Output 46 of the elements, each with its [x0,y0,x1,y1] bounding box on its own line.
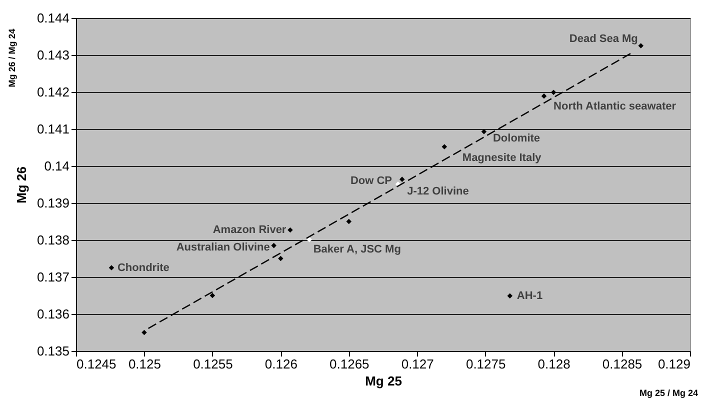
point [306,236,312,242]
point [550,90,556,96]
point [507,293,513,299]
x-tick-label: 0.1285 [602,356,642,372]
x-tick-label: 0.1255 [193,356,233,372]
y-tick-label: 0.139 [36,196,70,210]
y-tick-label: 0.141 [36,122,70,136]
x-tick-label: 0.127 [401,356,434,372]
y-tick-label: 0.143 [36,48,70,62]
x-tick-label: 0.1245 [76,356,116,372]
point [346,218,352,224]
y-axis-title: Mg 26 [14,166,29,204]
point [541,93,547,99]
annotation: North Atlantic seawater [554,100,677,112]
annotation: Magnesite Italy [462,152,542,164]
annotation: Dow CP [350,175,392,188]
point [210,292,216,298]
point [442,144,448,150]
y-tick-label: 0.136 [36,306,70,322]
x-tick-label: 0.128 [538,356,570,372]
x-axis-title: Mg 25 [365,374,402,388]
x-tick-label: 0.1275 [466,356,506,372]
annotation: Australian Olivine [176,242,270,254]
annotation: Baker A, JSC Mg [313,244,401,256]
annotation: Amazon River [212,224,287,236]
y-tick-label: 0.135 [36,344,70,358]
x-tick-label: 0.126 [264,356,298,372]
point [399,176,405,182]
point [271,242,276,248]
y-tick-label: 0.144 [36,10,70,26]
annotation: J-12 Olivine [407,185,469,198]
x-tick-label: 0.129 [658,356,690,372]
point [481,128,487,134]
annotation: AH-1 [516,290,543,302]
y-tick-label: 0.137 [36,270,70,284]
text: Mg 26 / Mg 24 [7,28,17,88]
annotation: Dead Sea Mg [569,32,638,45]
annotation: Chondrite [117,262,170,274]
x-tick-label: 0.1265 [330,356,370,372]
y-tick-label: 0.142 [36,84,70,100]
y-tick-label: 0.14 [44,158,70,174]
annotation: Dolomite [492,132,540,145]
text: Mg 25 / Mg 24 [639,388,698,398]
point [638,43,644,48]
x-tick-label: 0.125 [128,356,161,372]
y-tick-label: 0.138 [36,232,70,248]
